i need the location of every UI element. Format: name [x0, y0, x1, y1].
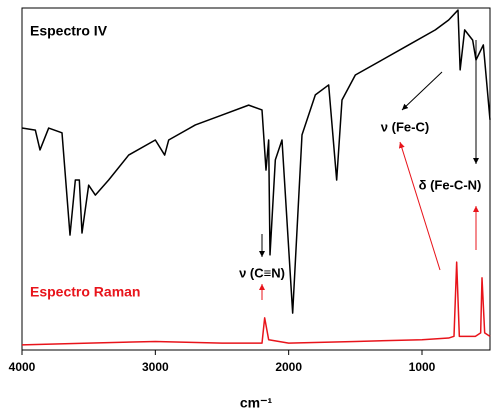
spectrum-line — [21, 261, 491, 346]
x-axis-label: cm⁻¹ — [240, 395, 273, 411]
annotation: ν (C≡N) — [239, 265, 285, 280]
x-tick-label: 2000 — [275, 360, 302, 374]
annotation: Espectro IV — [30, 23, 108, 39]
arrows — [259, 40, 479, 300]
x-tick-label: 1000 — [409, 360, 436, 374]
spectrum-line — [21, 9, 491, 314]
x-tick-label: 3000 — [142, 360, 169, 374]
annotation: δ (Fe-C-N) — [419, 177, 482, 192]
plot-frame — [21, 7, 491, 351]
x-tick-label: 4000 — [9, 360, 36, 374]
annotation: ν (Fe-C) — [381, 119, 429, 134]
annotation: Espectro Raman — [30, 284, 140, 300]
